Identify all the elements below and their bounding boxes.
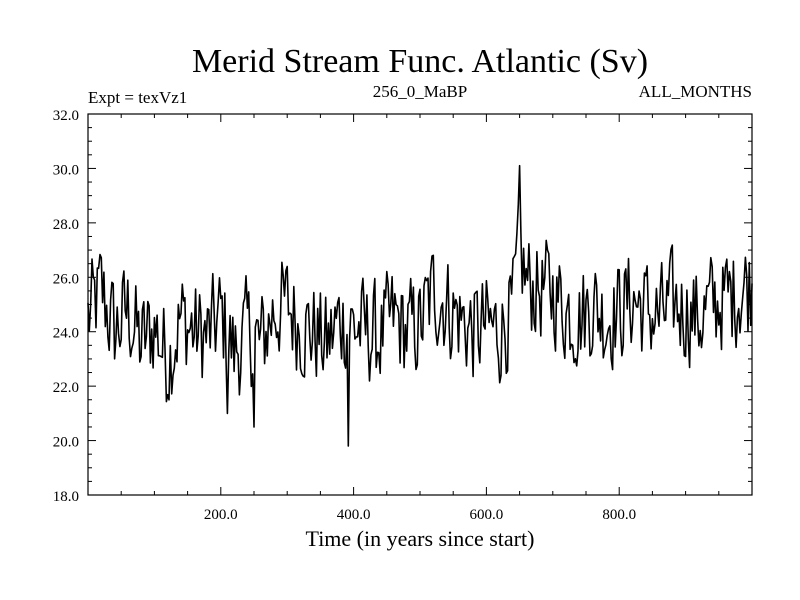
y-tick-label: 32.0: [53, 108, 79, 124]
x-axis: 200.0 400.0 600.0 800.0: [120, 114, 720, 523]
period-label: 256_0_MaBP: [373, 82, 467, 101]
x-axis-label: Time (in years since start): [306, 526, 535, 551]
y-tick-label: 26.0: [53, 271, 79, 287]
y-tick-label: 20.0: [53, 435, 79, 451]
y-tick-label: 22.0: [53, 380, 79, 396]
y-tick-label: 18.0: [53, 489, 79, 505]
x-tick-label: 800.0: [602, 507, 636, 523]
y-tick-label: 30.0: [53, 162, 79, 178]
y-axis: 18.0 20.0 22.0 24.0 26.0 28.0 30.0 32.0: [53, 108, 752, 505]
series-line: [87, 164, 753, 447]
months-label: ALL_MONTHS: [639, 82, 752, 101]
y-tick-label: 28.0: [53, 217, 79, 233]
y-tick-label: 24.0: [53, 326, 79, 342]
experiment-label: Expt = texVz1: [88, 88, 187, 107]
x-tick-label: 600.0: [470, 507, 504, 523]
chart-title: Merid Stream Func. Atlantic (Sv): [192, 43, 648, 80]
x-tick-label: 200.0: [204, 507, 238, 523]
x-tick-label: 400.0: [337, 507, 371, 523]
